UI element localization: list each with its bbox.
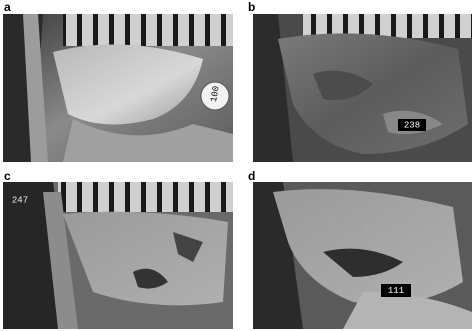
panel-d: d 111 [248,169,472,329]
panel-b: b 238 [248,0,472,162]
panel-c: c 247 [3,169,233,329]
panel-label: d [248,169,255,183]
specimen-tag: 100 [209,85,222,103]
specimen-tag: 247 [12,195,28,205]
panel-label: c [4,169,11,183]
panel-label: b [248,0,255,14]
panel-a: a 100 [3,0,233,162]
panel-label: a [4,0,11,14]
specimen-tag: 238 [404,120,420,130]
specimen-tag: 111 [388,286,404,296]
